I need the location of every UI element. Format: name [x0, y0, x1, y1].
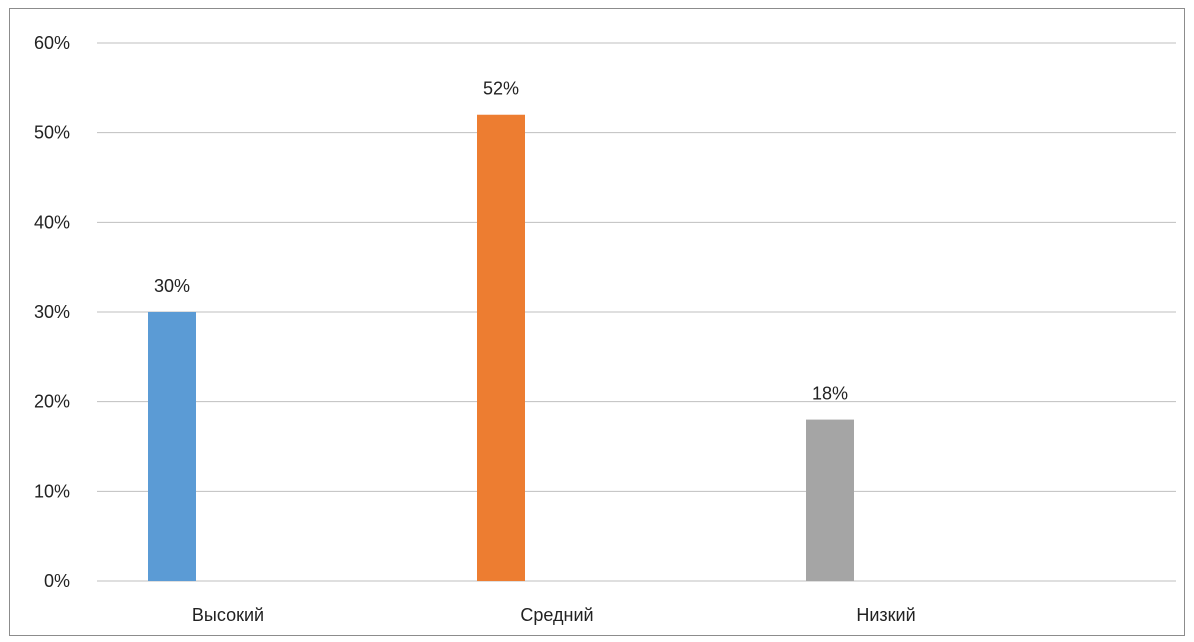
- bar: [148, 312, 196, 581]
- y-tick-label: 0%: [44, 571, 70, 591]
- chart-frame: [9, 8, 1185, 636]
- y-tick-label: 50%: [34, 123, 70, 143]
- y-tick-label: 10%: [34, 481, 70, 501]
- data-label: 52%: [483, 79, 519, 99]
- bar: [477, 114, 525, 581]
- data-label: 18%: [812, 384, 848, 404]
- x-tick-label: Высокий: [192, 605, 264, 625]
- y-tick-label: 60%: [34, 33, 70, 53]
- data-label: 30%: [154, 276, 190, 296]
- x-tick-label: Средний: [520, 605, 593, 625]
- x-tick-label: Низкий: [856, 605, 915, 625]
- bar: [806, 419, 854, 581]
- y-tick-label: 30%: [34, 302, 70, 322]
- y-tick-label: 40%: [34, 212, 70, 232]
- y-tick-label: 20%: [34, 392, 70, 412]
